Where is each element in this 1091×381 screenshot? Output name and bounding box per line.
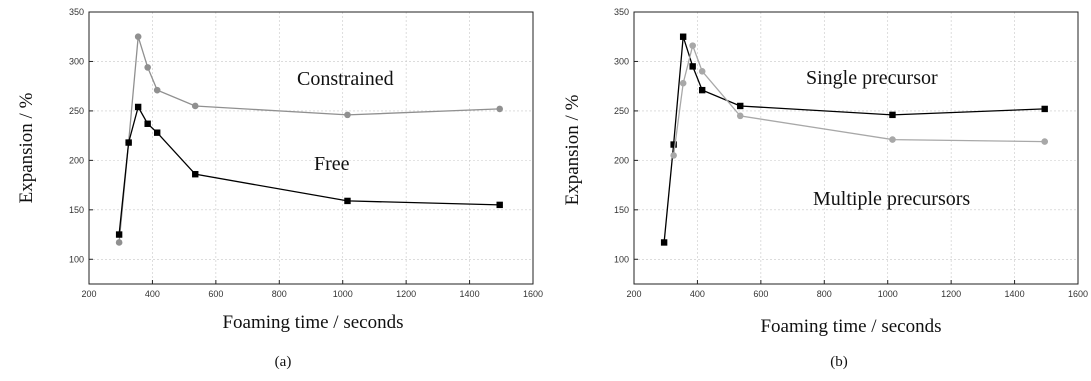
data-point: [144, 120, 151, 127]
data-point: [689, 42, 696, 49]
data-point: [736, 112, 744, 120]
y-tick-label: 150: [614, 205, 629, 215]
axis-ticks: 200 400 600 800 1000 1200 1400 1600 100 150 200 250…: [69, 7, 543, 299]
x-tick-label: 200: [626, 289, 641, 299]
chart-panel-a: 200 400 600 800 1000 1200 1400 1600 100 150 200 250…: [16, 7, 543, 370]
plot-frame: [88, 11, 534, 285]
data-point: [698, 86, 706, 94]
data-point: [115, 239, 123, 246]
data-point: [115, 231, 123, 238]
series-layer: [660, 33, 1048, 246]
y-axis-title: Expansion / %: [16, 92, 37, 203]
data-point: [496, 201, 503, 209]
grid-lines: [634, 12, 1078, 284]
x-axis-title: Foaming time / seconds: [222, 312, 403, 333]
x-tick-label: 1400: [460, 289, 480, 299]
y-tick-label: 150: [69, 205, 84, 215]
plot-frame: [633, 11, 1079, 285]
series-line: [672, 43, 1045, 156]
y-axis-title: Expansion / %: [562, 94, 583, 205]
y-tick-label: 250: [614, 106, 629, 116]
annotation-multiple-precursors: Multiple precursors: [813, 188, 970, 210]
x-tick-label: 600: [753, 289, 768, 299]
data-point: [144, 64, 151, 71]
panel-caption-a: (a): [275, 354, 292, 370]
x-tick-label: 1400: [1005, 289, 1025, 299]
x-tick-label: 400: [690, 289, 705, 299]
series-line: [663, 36, 1045, 243]
data-point: [496, 105, 504, 113]
data-point: [134, 103, 142, 111]
x-tick-label: 1200: [396, 289, 416, 299]
data-point: [344, 197, 351, 205]
grid-lines: [89, 12, 533, 284]
data-point: [737, 102, 744, 110]
data-point: [134, 33, 142, 41]
y-tick-label: 350: [69, 7, 84, 17]
data-point: [344, 111, 351, 119]
data-point: [679, 33, 687, 40]
y-tick-label: 200: [614, 155, 629, 165]
x-tick-label: 1600: [523, 289, 543, 299]
data-point: [889, 111, 896, 119]
data-point: [153, 129, 161, 136]
annotation-constrained: Constrained: [297, 68, 394, 90]
data-point: [889, 136, 896, 143]
y-tick-label: 300: [614, 56, 629, 66]
y-tick-label: 100: [69, 254, 84, 264]
panel-caption-b: (b): [830, 354, 848, 370]
series-layer: [115, 33, 504, 246]
chart-panel-b: 200 400 600 800 1000 1200 1400 1600 100 150 200 250…: [562, 7, 1088, 370]
annotation-single-precursor: Single precursor: [806, 67, 938, 89]
x-tick-label: 1200: [941, 289, 961, 299]
x-tick-label: 800: [272, 289, 287, 299]
y-tick-label: 250: [69, 106, 84, 116]
y-tick-label: 300: [69, 56, 84, 66]
data-point: [679, 79, 687, 87]
annotation-free: Free: [314, 153, 350, 175]
series-line: [118, 105, 500, 235]
y-tick-label: 100: [614, 254, 629, 264]
y-tick-label: 200: [69, 155, 84, 165]
x-tick-label: 200: [81, 289, 96, 299]
data-point: [1041, 105, 1048, 113]
series-line: [118, 36, 500, 243]
x-tick-label: 800: [817, 289, 832, 299]
data-point: [191, 102, 199, 110]
data-point: [192, 171, 199, 178]
data-point: [698, 68, 706, 75]
x-tick-label: 600: [208, 289, 223, 299]
x-tick-label: 1000: [333, 289, 353, 299]
data-point: [670, 141, 677, 148]
data-point: [670, 152, 677, 159]
x-tick-label: 1600: [1068, 289, 1088, 299]
data-point: [660, 239, 668, 246]
axis-ticks: 200 400 600 800 1000 1200 1400 1600 100 150 200 250…: [614, 7, 1088, 299]
x-tick-label: 1000: [878, 289, 898, 299]
x-tick-label: 400: [145, 289, 160, 299]
y-tick-label: 350: [614, 7, 629, 17]
x-axis-title: Foaming time / seconds: [760, 316, 941, 337]
data-point: [1041, 138, 1048, 145]
data-point: [125, 139, 132, 146]
data-point: [689, 63, 696, 70]
data-point: [153, 86, 161, 94]
